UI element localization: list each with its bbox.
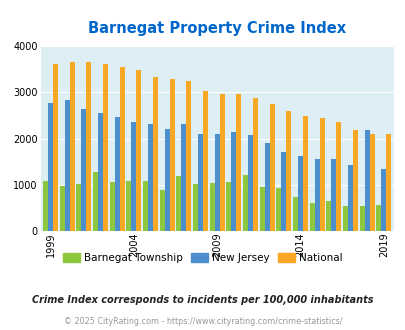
Bar: [159, 190, 164, 231]
Bar: [131, 121, 136, 231]
Bar: [319, 118, 324, 231]
Bar: [65, 100, 70, 231]
Bar: [276, 187, 281, 231]
Bar: [375, 205, 380, 231]
Bar: [202, 91, 207, 231]
Bar: [335, 122, 341, 231]
Bar: [93, 172, 98, 231]
Bar: [103, 64, 108, 231]
Bar: [386, 134, 390, 231]
Bar: [176, 177, 181, 231]
Bar: [330, 159, 335, 231]
Bar: [342, 206, 347, 231]
Bar: [264, 143, 269, 231]
Legend: Barnegat Township, New Jersey, National: Barnegat Township, New Jersey, National: [59, 249, 346, 267]
Bar: [53, 64, 58, 231]
Bar: [43, 181, 48, 231]
Bar: [81, 109, 86, 231]
Bar: [169, 79, 174, 231]
Bar: [326, 201, 330, 231]
Bar: [115, 117, 119, 231]
Bar: [309, 203, 314, 231]
Bar: [48, 103, 53, 231]
Bar: [231, 132, 236, 231]
Bar: [214, 134, 219, 231]
Bar: [364, 130, 369, 231]
Bar: [269, 104, 274, 231]
Bar: [259, 187, 264, 231]
Bar: [236, 94, 241, 231]
Bar: [119, 67, 124, 231]
Bar: [192, 184, 198, 231]
Bar: [347, 165, 352, 231]
Bar: [143, 181, 148, 231]
Bar: [286, 111, 291, 231]
Bar: [109, 182, 115, 231]
Bar: [86, 62, 91, 231]
Bar: [60, 186, 65, 231]
Bar: [252, 98, 258, 231]
Bar: [359, 206, 364, 231]
Bar: [209, 183, 214, 231]
Bar: [226, 182, 231, 231]
Bar: [243, 175, 247, 231]
Text: © 2025 CityRating.com - https://www.cityrating.com/crime-statistics/: © 2025 CityRating.com - https://www.city…: [64, 317, 341, 326]
Bar: [153, 77, 158, 231]
Bar: [136, 70, 141, 231]
Bar: [352, 130, 357, 231]
Bar: [369, 134, 374, 231]
Bar: [297, 156, 302, 231]
Bar: [70, 62, 75, 231]
Bar: [126, 181, 131, 231]
Bar: [198, 134, 202, 231]
Bar: [181, 124, 186, 231]
Bar: [186, 81, 191, 231]
Bar: [148, 124, 153, 231]
Bar: [292, 197, 297, 231]
Bar: [98, 113, 103, 231]
Bar: [164, 129, 169, 231]
Text: Crime Index corresponds to incidents per 100,000 inhabitants: Crime Index corresponds to incidents per…: [32, 295, 373, 305]
Bar: [219, 94, 224, 231]
Bar: [76, 184, 81, 231]
Bar: [380, 169, 386, 231]
Bar: [247, 135, 252, 231]
Text: Barnegat Property Crime Index: Barnegat Property Crime Index: [88, 21, 345, 36]
Bar: [314, 159, 319, 231]
Bar: [302, 116, 307, 231]
Bar: [281, 152, 286, 231]
